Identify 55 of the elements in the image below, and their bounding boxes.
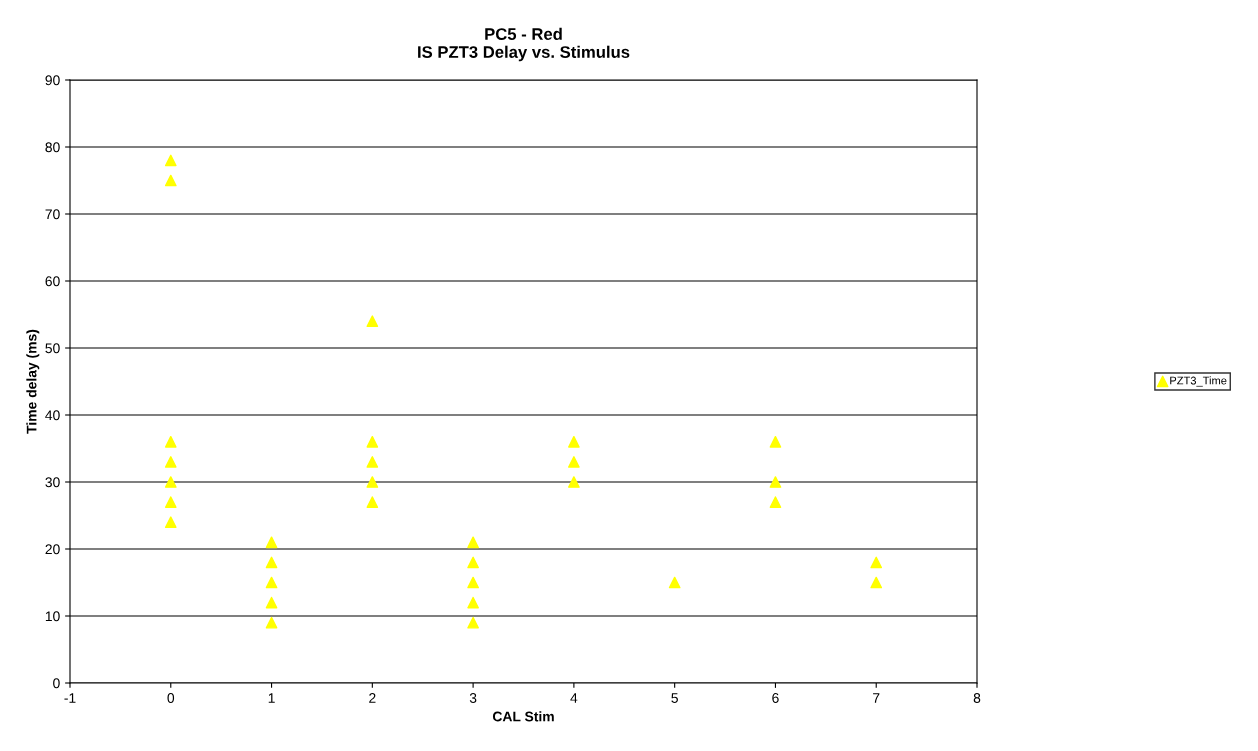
point [164,456,177,468]
x-tick-label: 8 [973,693,981,703]
x-tick-label: 7 [873,693,880,703]
point [164,476,177,488]
y-tick-label: 80 [45,142,60,153]
point [467,576,479,589]
y-tick-label: 0 [53,678,60,689]
legend-label: PZT3_Time [1170,376,1227,387]
point [164,174,177,187]
point [265,536,278,549]
y-tick-label: 20 [45,544,60,555]
y-tick-label: 90 [45,75,60,86]
x-axis-title: CAL Stim [492,711,554,722]
chart-title: PC5 - Red IS PZT3 Delay vs. Stimulus [418,27,630,62]
x-tick-label: 3 [469,693,477,703]
point [467,536,479,549]
point [164,516,177,529]
point [769,435,782,448]
x-tick-label: -1 [64,693,76,703]
point [366,315,379,328]
x-tick-label: 4 [570,693,578,703]
y-axis-title: Time delay (ms) [26,329,40,434]
point [467,596,479,609]
point [265,596,278,609]
point [870,576,883,589]
point [769,496,782,508]
point [568,476,580,488]
point [870,556,883,569]
point [265,616,278,629]
point [366,496,379,508]
point [467,616,479,629]
point [164,496,177,508]
y-tick-label: 60 [45,276,60,287]
point [366,476,379,488]
y-tick-label: 50 [45,343,60,354]
x-tick-label: 1 [268,693,275,703]
x-tick-label: 2 [369,693,376,703]
x-tick-label: 0 [167,693,175,703]
point [568,456,580,468]
point [769,476,782,488]
point [265,576,278,589]
point [568,435,580,448]
y-tick-label: 10 [45,611,60,622]
point [467,556,479,569]
y-tick-label: 30 [45,477,60,488]
point [366,456,379,468]
point [164,435,177,448]
point [164,154,177,167]
y-tick-label: 70 [45,209,60,220]
point [366,435,379,448]
point [265,556,278,569]
point [668,576,681,589]
y-tick-label: 40 [45,410,60,421]
x-tick-label: 5 [671,693,678,703]
x-tick-label: 6 [772,693,779,703]
